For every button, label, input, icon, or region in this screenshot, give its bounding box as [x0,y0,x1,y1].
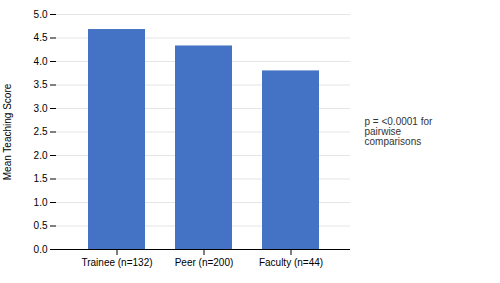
svg-text:3.5: 3.5 [34,79,48,90]
svg-text:4.5: 4.5 [34,32,48,43]
svg-text:0.0: 0.0 [34,244,48,255]
svg-text:2.0: 2.0 [34,150,48,161]
svg-text:2.5: 2.5 [34,126,48,137]
svg-text:3.0: 3.0 [34,103,48,114]
svg-text:1.0: 1.0 [34,197,48,208]
svg-text:Trainee (n=132): Trainee (n=132) [81,257,152,268]
svg-text:Mean Teaching Score: Mean Teaching Score [2,83,13,180]
svg-text:p = <0.0001 forpairwisecompari: p = <0.0001 forpairwisecomparisons [365,116,434,147]
svg-text:1.5: 1.5 [34,173,48,184]
svg-text:0.5: 0.5 [34,220,48,231]
svg-text:Faculty (n=44): Faculty (n=44) [259,257,323,268]
svg-text:5.0: 5.0 [34,9,48,20]
svg-text:Peer (n=200): Peer (n=200) [175,257,234,268]
svg-text:4.0: 4.0 [34,56,48,67]
